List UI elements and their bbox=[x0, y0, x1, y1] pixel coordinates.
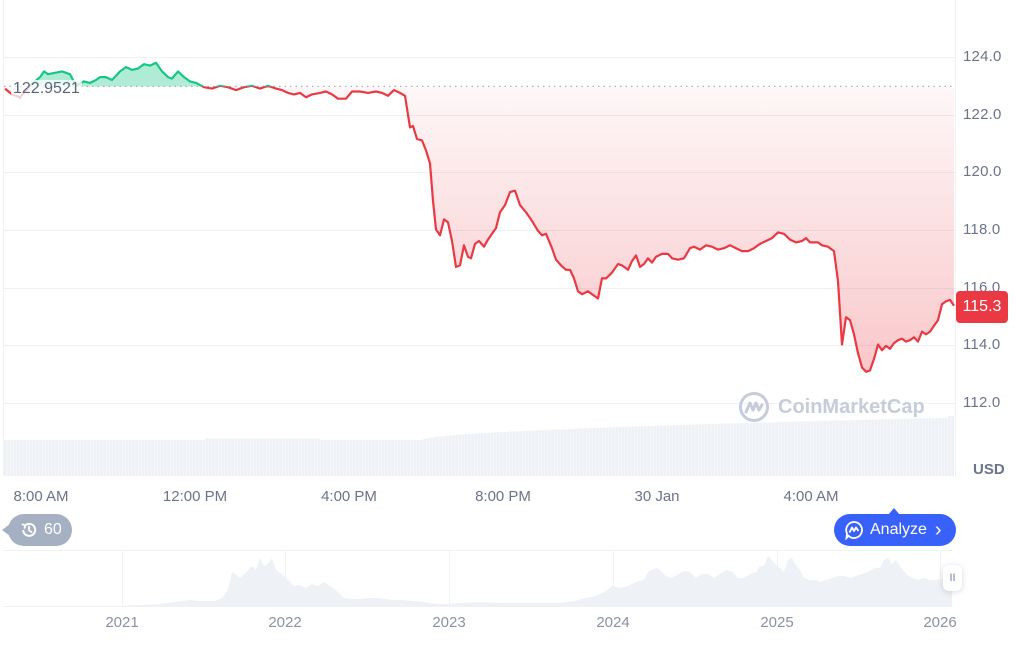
x-tick-label: 30 Jan bbox=[634, 488, 680, 505]
y-tick-label: 112.0 bbox=[963, 394, 1001, 411]
x-tick-label: 8:00 PM bbox=[475, 488, 531, 505]
analyze-button[interactable]: Analyze › bbox=[834, 508, 956, 546]
year-label: 2022 bbox=[268, 614, 302, 631]
analyze-label: Analyze bbox=[870, 521, 927, 538]
range-slider-handle[interactable]: II bbox=[943, 565, 962, 591]
price-line-down bbox=[4, 86, 955, 373]
year-label: 2026 bbox=[923, 614, 957, 631]
y-tick-label: 114.0 bbox=[963, 336, 1001, 353]
ai-chat-icon bbox=[845, 521, 863, 540]
chevron-right-icon: › bbox=[934, 519, 942, 541]
history-count: 60 bbox=[44, 521, 62, 538]
coinmarketcap-logo-icon bbox=[739, 392, 769, 422]
year-label: 2021 bbox=[105, 614, 139, 631]
year-label: 2023 bbox=[432, 614, 466, 631]
coinmarketcap-watermark: CoinMarketCap bbox=[738, 391, 925, 423]
x-tick-label: 4:00 PM bbox=[321, 488, 377, 505]
year-label: 2024 bbox=[596, 614, 630, 631]
price-area-above-baseline bbox=[29, 62, 270, 87]
y-tick-label: 122.0 bbox=[963, 106, 1002, 123]
x-tick-label: 4:00 AM bbox=[783, 488, 839, 505]
history-button[interactable]: 60 bbox=[2, 514, 72, 546]
y-tick-label: 124.0 bbox=[963, 48, 1002, 65]
y-tick-label: 120.0 bbox=[963, 163, 1002, 180]
x-tick-label: 8:00 AM bbox=[13, 488, 69, 505]
overview-area[interactable] bbox=[3, 556, 952, 606]
history-clock-icon bbox=[21, 522, 37, 537]
watermark-text: CoinMarketCap bbox=[778, 395, 925, 418]
currency-label: USD bbox=[973, 461, 1005, 478]
baseline-value-label: 122.9521 bbox=[11, 80, 82, 98]
price-line-up bbox=[28, 61, 274, 87]
y-tick-label: 118.0 bbox=[963, 221, 1001, 238]
year-label: 2025 bbox=[760, 614, 794, 631]
volume-bars bbox=[4, 416, 954, 476]
x-tick-label: 12:00 PM bbox=[162, 488, 228, 505]
price-area-below-baseline bbox=[5, 86, 954, 372]
current-price-tag: 115.3 bbox=[956, 291, 1008, 323]
